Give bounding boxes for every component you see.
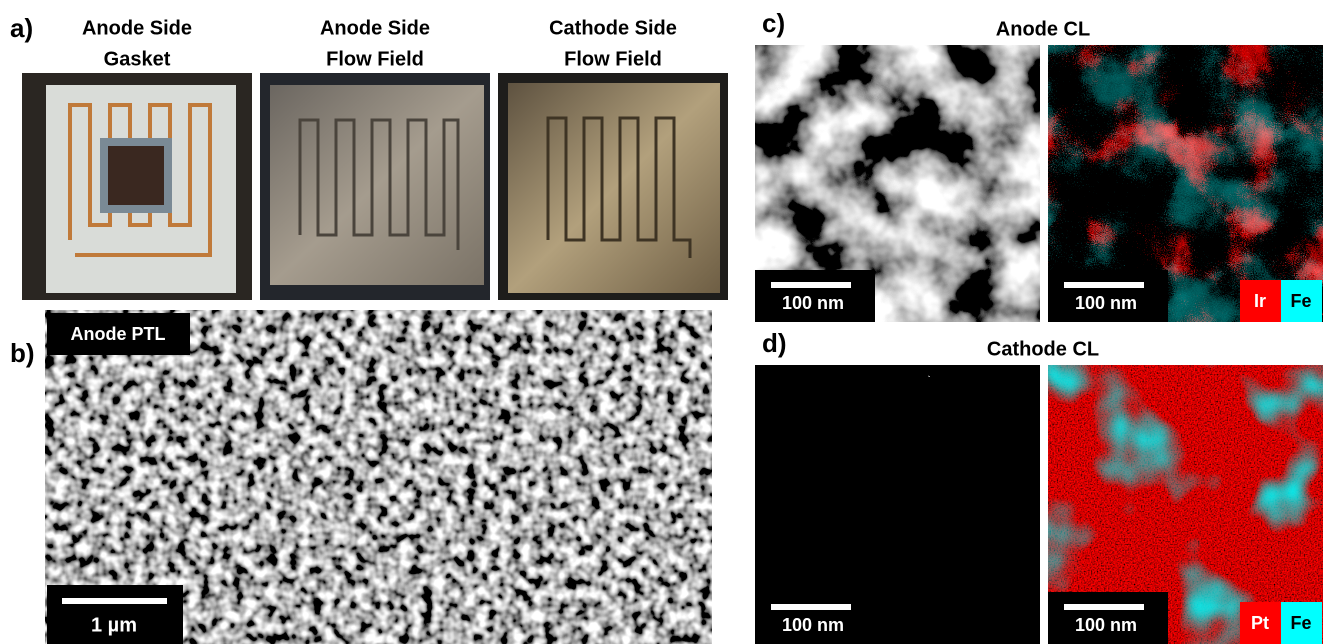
scale-label: 100 nm (782, 293, 844, 313)
photo-title: Cathode Side (549, 17, 677, 39)
panel-title: Cathode CL (987, 338, 1099, 360)
photo-title: Anode Side (82, 17, 192, 39)
scale-label: 1 µm (91, 614, 137, 636)
panel-label: a) (10, 13, 33, 43)
scale-label: 100 nm (782, 615, 844, 635)
photo-title: Flow Field (564, 48, 662, 70)
scale-bar (62, 598, 167, 604)
panel-label: b) (10, 338, 35, 368)
legend-label: Fe (1290, 291, 1311, 311)
figure: a) b) c) d) Anode Side Gasket Anode Side Flow F… (0, 0, 1323, 644)
photo-title: Anode Side (320, 17, 430, 39)
scale-bar (1064, 604, 1144, 610)
scale-bar (771, 604, 851, 610)
legend-label: Ir (1254, 291, 1266, 311)
photo-gasket (22, 73, 252, 300)
scale-label: 100 nm (1075, 615, 1137, 635)
scale-label: 100 nm (1075, 293, 1137, 313)
panel-title: Anode CL (996, 18, 1090, 40)
photo-title: Flow Field (326, 48, 424, 70)
scale-bar (1064, 282, 1144, 288)
legend-label: Fe (1290, 613, 1311, 633)
photo-cathode-flow-field (498, 73, 728, 300)
panel-label: c) (762, 8, 785, 38)
panel-label: d) (762, 328, 787, 358)
scale-bar (771, 282, 851, 288)
image-label: Anode PTL (71, 324, 166, 344)
photo-anode-flow-field (260, 73, 490, 300)
legend-label: Pt (1251, 613, 1269, 633)
photo-title: Gasket (104, 48, 171, 70)
